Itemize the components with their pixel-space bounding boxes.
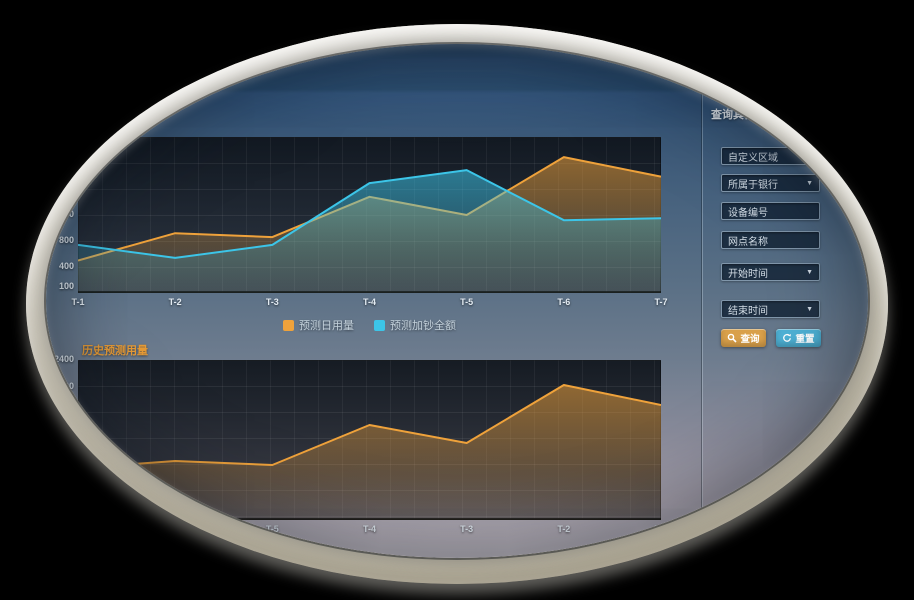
y-axis-tick: 800 [58,235,74,245]
x-axis-tick: T-1 [71,297,85,307]
series-line [78,169,661,259]
custom-area-input[interactable] [721,147,820,165]
x-axis-tick: T-4 [362,524,376,534]
start-time-select[interactable]: 开始时间 ▼ [721,263,820,281]
chevron-down-icon: ▼ [806,179,813,187]
history-chart [78,360,661,520]
device-number-input[interactable] [721,202,820,220]
chevron-down-icon: ▼ [806,268,813,276]
x-axis-tick: T-2 [168,297,182,307]
series-line [78,384,661,469]
dashboard-screen: 预测日用量 预测加钞全额 历史预测用量 查询其他 所属于银行 ▼ 开始时间 ▼ 结… [46,44,868,558]
bank-select[interactable]: 所属于银行 ▼ [721,174,820,192]
x-axis-tick: T-6 [557,297,571,307]
x-axis-tick: T-7 [654,297,668,307]
y-axis-tick: 1200 [53,209,74,219]
chevron-down-icon: ▼ [806,305,813,313]
search-button[interactable]: 查询 [721,329,766,347]
legend-swatch [374,319,385,331]
dashboard-content: 预测日用量 预测加钞全额 历史预测用量 查询其他 所属于银行 ▼ 开始时间 ▼ 结… [46,44,868,558]
x-axis-tick: T-5 [460,297,474,307]
series-area [78,385,661,520]
search-icon [728,333,738,343]
branch-name-input[interactable] [721,231,820,249]
reset-button-label: 重置 [795,334,815,345]
bank-select-value: 所属于银行 [728,179,778,191]
start-time-value: 开始时间 [728,268,768,280]
legend-swatch [283,319,294,331]
y-axis-tick: 100 [58,280,74,291]
y-axis-tick: 400 [58,261,74,271]
y-axis-tick: 2400 [53,354,74,364]
x-axis-tick: T-4 [362,297,376,307]
x-axis-tick: T-6 [168,524,182,534]
end-time-value: 结束时间 [728,305,768,317]
legend-label: 预测加钞全额 [390,320,456,332]
forecast-chart [78,137,661,293]
sidebar-divider [702,48,703,553]
x-axis-tick: T-3 [265,297,279,307]
chart-legend: 预测日用量 预测加钞全额 [78,317,661,333]
x-axis-tick: T-5 [265,524,279,534]
history-chart-title: 历史预测用量 [82,345,148,357]
y-axis-tick: 2000 [53,380,74,391]
reset-button[interactable]: 重置 [776,329,821,347]
search-button-label: 查询 [740,334,760,345]
x-axis-tick: T-3 [460,524,474,534]
series-area [78,170,661,293]
refresh-icon [783,333,792,342]
legend-item[interactable]: 预测日用量 [283,317,354,333]
sidebar-title: 查询其他 [711,109,755,121]
legend-label: 预测日用量 [299,320,354,332]
end-time-select[interactable]: 结束时间 ▼ [721,300,820,318]
legend-item[interactable]: 预测加钞全额 [374,317,456,333]
x-axis-tick: T-7 [71,524,85,534]
x-axis-tick: T-2 [557,524,571,534]
x-axis-tick: T-1 [654,524,668,534]
